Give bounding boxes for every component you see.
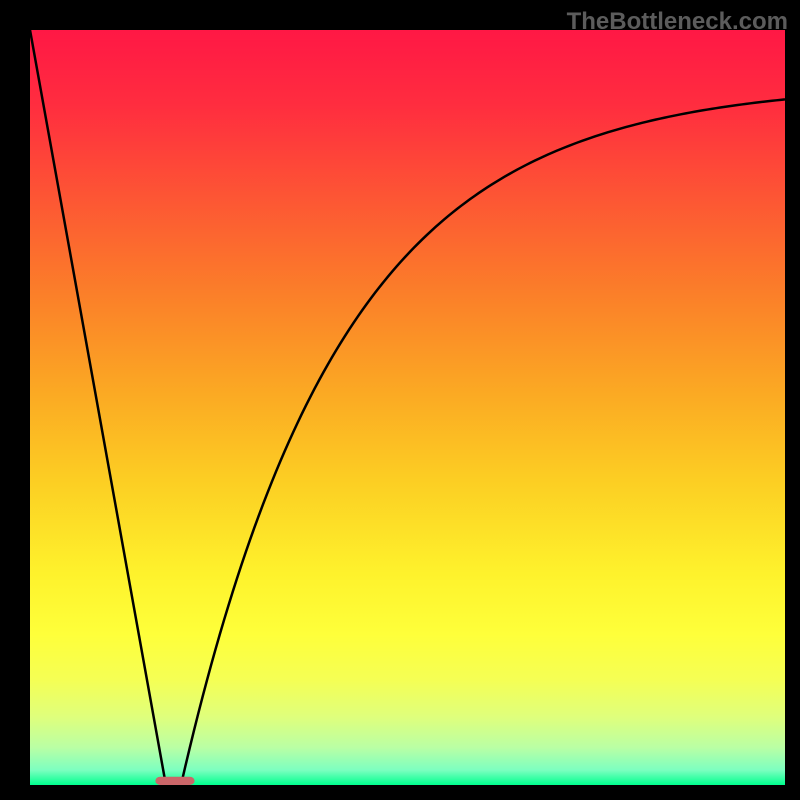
watermark-text: TheBottleneck.com [567, 8, 788, 36]
bottleneck-chart [0, 0, 800, 800]
plot-gradient [30, 30, 785, 785]
chart-container: TheBottleneck.com [0, 0, 800, 800]
optimal-marker [155, 777, 194, 785]
